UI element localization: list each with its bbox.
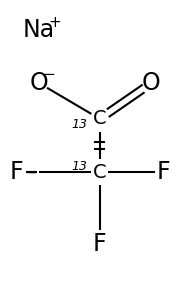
Text: F: F	[93, 232, 106, 255]
Text: +: +	[49, 15, 62, 30]
Text: Na: Na	[23, 18, 55, 42]
Text: –: –	[22, 163, 42, 181]
Text: C: C	[93, 163, 106, 182]
Text: O: O	[142, 71, 161, 95]
Text: O: O	[30, 71, 49, 95]
Text: F: F	[157, 160, 171, 184]
Text: 13: 13	[71, 160, 87, 173]
Text: −: −	[43, 67, 55, 82]
Text: F: F	[9, 160, 23, 184]
Text: C: C	[93, 109, 106, 128]
Text: 13: 13	[71, 118, 87, 131]
